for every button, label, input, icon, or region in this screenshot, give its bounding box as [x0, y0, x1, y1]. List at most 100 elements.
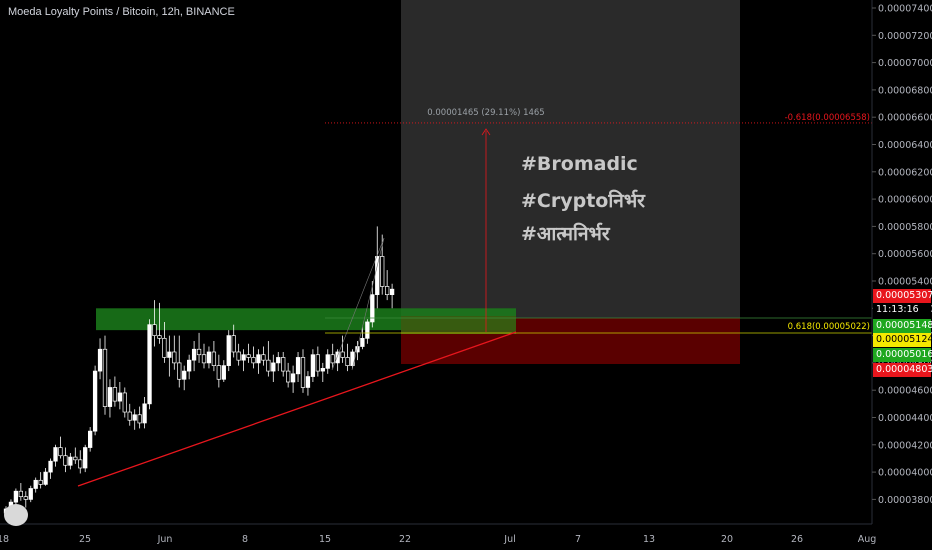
- candle: [365, 319, 370, 344]
- x-tick-label: Aug: [858, 534, 877, 545]
- candle: [28, 485, 33, 503]
- candle: [295, 351, 301, 383]
- candle: [330, 343, 335, 369]
- y-tick-label: 0.00007400: [878, 4, 932, 15]
- candle: [137, 406, 142, 429]
- candle: [266, 341, 271, 377]
- candle: [122, 387, 127, 418]
- y-tick-label: 0.00006400: [878, 140, 932, 151]
- candle: [350, 349, 355, 369]
- candle: [177, 335, 182, 388]
- candle: [216, 354, 222, 388]
- candle: [370, 281, 375, 328]
- x-tick-label: Jul: [503, 534, 515, 545]
- candle: [256, 349, 261, 374]
- badge-current: 0.00005124: [873, 333, 932, 347]
- candle: [325, 349, 330, 374]
- candle: [127, 403, 132, 426]
- candle: [221, 360, 226, 383]
- candle: [107, 379, 113, 418]
- candle: [385, 270, 390, 301]
- candle: [290, 365, 296, 393]
- candle: [23, 491, 28, 508]
- candle: [87, 427, 93, 452]
- candle: [167, 335, 172, 377]
- candle: [97, 338, 103, 380]
- candle: [172, 335, 177, 370]
- y-tick-label: 0.00006200: [878, 167, 932, 178]
- x-tick-label: 25: [79, 534, 91, 545]
- y-tick-label: 0.00004000: [878, 468, 932, 479]
- candle: [187, 354, 192, 380]
- candle: [251, 346, 256, 369]
- chart-title: Moeda Loyalty Points / Bitcoin, 12h, BIN…: [8, 6, 235, 18]
- candle: [33, 477, 38, 493]
- y-tick-label: 0.00004600: [878, 386, 932, 397]
- candle: [310, 349, 316, 383]
- candle: [231, 324, 236, 358]
- measure-label: 0.00001465 (29.11%) 1465: [427, 108, 544, 118]
- candle: [375, 226, 380, 309]
- badge-green-upper: 0.00005148: [873, 319, 932, 333]
- candles-layer: [3, 226, 395, 520]
- x-tick-label: 13: [643, 534, 655, 545]
- candle: [261, 346, 266, 366]
- candle: [78, 450, 83, 474]
- candle: [191, 341, 197, 372]
- candle: [92, 365, 98, 436]
- badge-stop: 0.00004803: [873, 363, 932, 377]
- x-tick-label: 22: [399, 534, 411, 545]
- x-tick-label: 15: [319, 534, 331, 545]
- x-tick-label: Jun: [157, 534, 173, 545]
- candle: [182, 365, 187, 391]
- candle: [83, 444, 88, 473]
- candle: [335, 349, 340, 372]
- candle: [112, 376, 118, 407]
- candle: [380, 234, 385, 295]
- candle: [389, 283, 395, 309]
- candle: [53, 444, 58, 467]
- candle: [38, 472, 43, 489]
- candle: [73, 447, 78, 464]
- candle: [206, 346, 212, 369]
- candle: [300, 349, 306, 393]
- candle: [226, 330, 231, 372]
- candle: [360, 327, 365, 350]
- candle: [271, 354, 276, 383]
- candle: [18, 483, 23, 501]
- candle: [68, 452, 73, 470]
- entry-zone: [401, 316, 516, 334]
- candle: [201, 343, 207, 369]
- overlays-layer: -0.618(0.00006558) 0.618(0.00005022) 0.000…: [77, 108, 872, 487]
- candle: [48, 458, 53, 479]
- candle: [340, 335, 345, 363]
- candle: [117, 382, 123, 410]
- y-tick-label: 0.00005400: [878, 277, 932, 288]
- candle: [276, 351, 281, 372]
- candle: [236, 343, 241, 366]
- x-tick-label: 26: [791, 534, 803, 545]
- candle: [241, 349, 246, 372]
- hashtag-atmanirbhar: #आत्मनिर्भर: [521, 223, 610, 245]
- fib-top-label: -0.618(0.00006558): [785, 113, 870, 123]
- y-axis: 0.00003800 0.00004000 0.00004200 0.00004400…: [871, 0, 932, 524]
- profit-zone: [401, 0, 740, 318]
- candle: [58, 436, 63, 459]
- support-trendline: [77, 331, 517, 487]
- candle: [305, 371, 311, 396]
- y-tick-label: 0.00006600: [878, 113, 932, 124]
- tradingview-logo-icon: [4, 504, 28, 526]
- y-tick-label: 0.00005600: [878, 249, 932, 260]
- candle: [43, 468, 48, 486]
- x-tick-label: 18: [0, 534, 9, 545]
- candle: [246, 343, 251, 363]
- candle: [142, 397, 147, 429]
- y-tick-label: 0.00005800: [878, 222, 932, 233]
- hashtag-crypto: #Cryptoनिर्भर: [521, 190, 645, 212]
- y-tick-label: 0.00003800: [878, 495, 932, 506]
- y-tick-label: 0.00004400: [878, 413, 932, 424]
- x-tick-label: 20: [721, 534, 733, 545]
- badge-last-high: 0.00005307: [873, 289, 932, 303]
- fib-mid-label: 0.618(0.00005022): [788, 322, 870, 332]
